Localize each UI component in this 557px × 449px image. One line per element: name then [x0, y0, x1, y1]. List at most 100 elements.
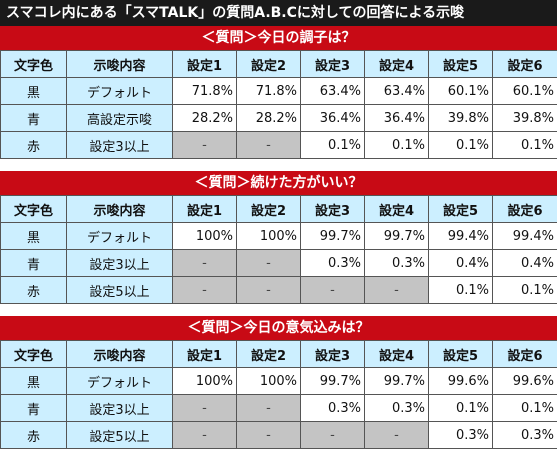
value-cell: 0.3%: [429, 422, 493, 449]
na-cell: -: [237, 422, 301, 449]
column-header: 設定5: [429, 51, 493, 78]
value-cell: 63.4%: [365, 78, 429, 105]
column-header: 設定1: [173, 51, 237, 78]
na-cell: -: [173, 422, 237, 449]
column-header: 設定5: [429, 341, 493, 368]
na-cell: -: [173, 277, 237, 304]
hint-cell: 設定3以上: [67, 132, 173, 159]
hint-cell: 設定3以上: [67, 395, 173, 422]
column-header: 設定6: [493, 196, 557, 223]
value-cell: 0.1%: [493, 395, 557, 422]
value-cell: 99.7%: [301, 223, 365, 250]
value-cell: 39.8%: [429, 105, 493, 132]
section-gap: [0, 304, 557, 316]
value-cell: 0.1%: [429, 132, 493, 159]
column-header: 設定2: [237, 51, 301, 78]
value-cell: 99.4%: [493, 223, 557, 250]
value-cell: 28.2%: [173, 105, 237, 132]
value-cell: 0.1%: [493, 277, 557, 304]
hint-cell: 高設定示唆: [67, 105, 173, 132]
column-header: 設定6: [493, 341, 557, 368]
value-cell: 100%: [237, 368, 301, 395]
column-header: 文字色: [1, 51, 67, 78]
table-row: 青設定3以上--0.3%0.3%0.1%0.1%: [1, 395, 557, 422]
column-header: 設定1: [173, 341, 237, 368]
column-header: 示唆内容: [67, 51, 173, 78]
value-cell: 100%: [173, 368, 237, 395]
hint-cell: デフォルト: [67, 223, 173, 250]
value-cell: 99.7%: [365, 368, 429, 395]
value-cell: 71.8%: [173, 78, 237, 105]
value-cell: 0.1%: [429, 395, 493, 422]
hint-cell: デフォルト: [67, 368, 173, 395]
page-title: スマコレ内にある「スマTALK」の質問A.B.Cに対しての回答による示唆: [0, 0, 557, 26]
table-row: 赤設定3以上--0.1%0.1%0.1%0.1%: [1, 132, 557, 159]
value-cell: 0.1%: [301, 132, 365, 159]
section-header: ＜質問＞今日の意気込みは？: [0, 316, 557, 340]
text-color-cell: 青: [1, 395, 67, 422]
hint-cell: 設定5以上: [67, 277, 173, 304]
value-cell: 60.1%: [493, 78, 557, 105]
column-header: 設定1: [173, 196, 237, 223]
column-header: 設定4: [365, 51, 429, 78]
column-header: 設定5: [429, 196, 493, 223]
column-header: 文字色: [1, 341, 67, 368]
value-cell: 60.1%: [429, 78, 493, 105]
table-row: 青設定3以上--0.3%0.3%0.4%0.4%: [1, 250, 557, 277]
value-cell: 0.1%: [429, 277, 493, 304]
text-color-cell: 黒: [1, 223, 67, 250]
na-cell: -: [173, 132, 237, 159]
value-cell: 28.2%: [237, 105, 301, 132]
section-header: ＜質問＞続けた方がいい？: [0, 171, 557, 195]
column-header: 設定2: [237, 341, 301, 368]
value-cell: 0.1%: [493, 132, 557, 159]
na-cell: -: [365, 277, 429, 304]
table-row: 赤設定5以上----0.3%0.3%: [1, 422, 557, 449]
column-header: 設定4: [365, 341, 429, 368]
text-color-cell: 青: [1, 250, 67, 277]
hint-cell: デフォルト: [67, 78, 173, 105]
value-cell: 0.4%: [429, 250, 493, 277]
text-color-cell: 赤: [1, 277, 67, 304]
section-header: ＜質問＞今日の調子は？: [0, 26, 557, 50]
value-cell: 100%: [173, 223, 237, 250]
na-cell: -: [173, 250, 237, 277]
na-cell: -: [237, 395, 301, 422]
value-cell: 100%: [237, 223, 301, 250]
value-cell: 99.6%: [429, 368, 493, 395]
value-cell: 39.8%: [493, 105, 557, 132]
text-color-cell: 青: [1, 105, 67, 132]
column-header: 設定2: [237, 196, 301, 223]
column-header: 示唆内容: [67, 196, 173, 223]
na-cell: -: [237, 277, 301, 304]
value-cell: 0.3%: [493, 422, 557, 449]
value-cell: 0.1%: [365, 132, 429, 159]
text-color-cell: 黒: [1, 78, 67, 105]
value-cell: 0.3%: [365, 395, 429, 422]
column-header: 設定6: [493, 51, 557, 78]
value-cell: 0.3%: [301, 250, 365, 277]
na-cell: -: [301, 422, 365, 449]
column-header: 設定3: [301, 51, 365, 78]
na-cell: -: [365, 422, 429, 449]
na-cell: -: [237, 250, 301, 277]
value-cell: 0.3%: [301, 395, 365, 422]
column-header: 設定3: [301, 341, 365, 368]
na-cell: -: [237, 132, 301, 159]
value-cell: 99.6%: [493, 368, 557, 395]
table-row: 赤設定5以上----0.1%0.1%: [1, 277, 557, 304]
column-header: 示唆内容: [67, 341, 173, 368]
value-cell: 99.4%: [429, 223, 493, 250]
